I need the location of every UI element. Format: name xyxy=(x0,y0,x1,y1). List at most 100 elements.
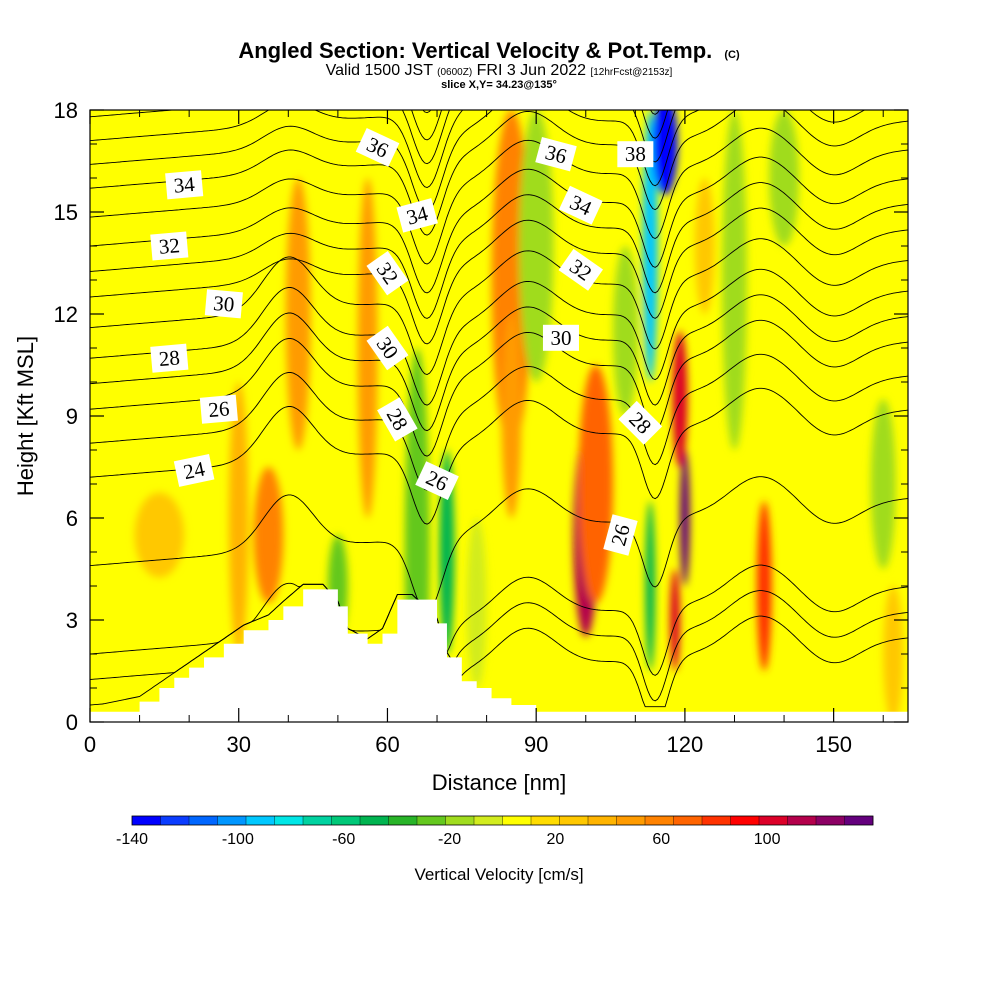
colorbar-swatch-1 xyxy=(160,816,190,825)
colorbar-swatch-24 xyxy=(816,816,845,825)
y-axis-title: Height [Kft MSL] xyxy=(13,336,38,496)
colorbar-swatch-22 xyxy=(759,816,788,825)
colorbar-swatch-10 xyxy=(417,816,446,825)
colorbar-swatch-20 xyxy=(702,816,731,825)
colorbar-swatch-5 xyxy=(274,816,304,825)
colorbar-swatch-16 xyxy=(588,816,617,825)
colorbar-swatch-14 xyxy=(531,816,560,825)
colorbar-swatch-12 xyxy=(474,816,503,825)
chart-valid-line: Valid 1500 JST (0600Z) FRI 3 Jun 2022 [1… xyxy=(326,62,673,79)
colorbar-swatch-3 xyxy=(217,816,247,825)
contour-label-16: 30 xyxy=(542,324,579,351)
colorbar-tick--60: -60 xyxy=(332,831,355,848)
colorbar-tick-20: 20 xyxy=(547,831,565,848)
theta-contour-38 xyxy=(411,110,660,141)
colorbar-tick--140: -140 xyxy=(116,831,148,848)
theta-contour-24 xyxy=(90,387,908,525)
chart-title: Angled Section: Vertical Velocity & Pot.… xyxy=(238,38,740,63)
svg-text:30: 30 xyxy=(550,326,571,350)
y-tick-label-15: 15 xyxy=(54,200,78,225)
velocity-cell-21 xyxy=(694,178,715,314)
velocity-cell-15 xyxy=(642,110,658,382)
svg-text:34: 34 xyxy=(173,172,197,198)
contour-label-6: 36 xyxy=(355,128,400,167)
velocity-cell-23 xyxy=(756,501,772,671)
velocity-cell-16 xyxy=(652,110,678,195)
theta-contour-33 xyxy=(90,127,908,265)
contour-label-4: 32 xyxy=(150,231,189,261)
contour-label-7: 34 xyxy=(396,198,438,233)
theta-contour-32 xyxy=(90,156,908,294)
x-tick-label-90: 90 xyxy=(524,732,548,757)
velocity-cell-2 xyxy=(253,467,284,603)
colorbar-swatch-8 xyxy=(360,816,389,825)
colorbar-swatch-0 xyxy=(132,816,161,825)
theta-contour-23 xyxy=(90,476,908,612)
colorbar-tick--20: -20 xyxy=(438,831,461,848)
y-tick-label-3: 3 xyxy=(66,608,78,633)
colorbar: -140 -100 -60 -20 20 60 100 xyxy=(116,815,874,848)
velocity-cell-20 xyxy=(670,569,680,671)
velocity-cell-10 xyxy=(501,314,522,518)
svg-text:38: 38 xyxy=(625,142,646,166)
velocity-cell-0 xyxy=(134,492,185,578)
y-tick-label-0: 0 xyxy=(66,710,78,735)
theta-contour-27 xyxy=(90,294,908,432)
velocity-cell-17 xyxy=(645,501,656,671)
theta-contour-39 xyxy=(422,110,432,114)
velocity-cell-18 xyxy=(679,450,690,586)
colorbar-swatch-7 xyxy=(331,816,361,825)
svg-text:26: 26 xyxy=(207,396,230,422)
velocity-cell-8 xyxy=(466,518,487,688)
contour-label-2: 28 xyxy=(150,343,189,373)
x-tick-label-30: 30 xyxy=(226,732,250,757)
colorbar-tick--100: -100 xyxy=(222,831,254,848)
chart-slice-line: slice X,Y= 34.23@135° xyxy=(441,79,557,91)
velocity-cell-3 xyxy=(285,178,311,450)
svg-text:28: 28 xyxy=(158,345,181,371)
velocity-cell-13 xyxy=(518,110,554,382)
colorbar-swatch-18 xyxy=(645,816,674,825)
velocity-cell-27 xyxy=(883,586,904,722)
colorbar-swatch-17 xyxy=(616,816,646,825)
colorbar-swatch-13 xyxy=(502,816,532,825)
x-tick-label-0: 0 xyxy=(84,732,96,757)
terrain-mask xyxy=(90,589,908,722)
theta-contour-37 xyxy=(90,110,669,165)
velocity-cell-14 xyxy=(613,246,638,416)
colorbar-swatch-6 xyxy=(303,816,332,825)
colorbar-swatch-25 xyxy=(844,816,874,825)
velocity-cell-7 xyxy=(439,450,455,654)
theta-contour-28 xyxy=(90,268,908,406)
velocity-cell-26 xyxy=(870,399,896,569)
y-tick-label-12: 12 xyxy=(54,302,78,327)
colorbar-swatch-21 xyxy=(730,816,760,825)
colorbar-swatch-19 xyxy=(673,816,703,825)
x-tick-label-120: 120 xyxy=(667,732,704,757)
colorbar-swatch-15 xyxy=(559,816,589,825)
velocity-cell-19 xyxy=(672,331,688,467)
x-axis-title: Distance [nm] xyxy=(432,770,567,795)
colorbar-label: Vertical Velocity [cm/s] xyxy=(414,865,583,884)
contour-label-3: 30 xyxy=(204,289,243,319)
theta-contour-25 xyxy=(90,353,908,491)
colorbar-swatch-11 xyxy=(445,816,475,825)
svg-text:32: 32 xyxy=(158,233,181,259)
colorbar-swatch-2 xyxy=(189,816,218,825)
theta-contour-31 xyxy=(90,182,908,319)
x-tick-label-150: 150 xyxy=(815,732,852,757)
theta-contour-36 xyxy=(90,110,676,188)
velocity-cell-12 xyxy=(578,365,614,603)
colorbar-swatch-4 xyxy=(246,816,275,825)
y-tick-label-6: 6 xyxy=(66,506,78,531)
contour-label-0: 24 xyxy=(173,453,215,487)
contour-label-12: 36 xyxy=(535,136,577,172)
contour-label-18: 26 xyxy=(603,514,638,556)
velocity-cell-1 xyxy=(228,382,249,654)
velocity-cell-24 xyxy=(769,110,799,246)
theta-contour-34 xyxy=(90,110,908,236)
contour-label-1: 26 xyxy=(199,394,238,424)
